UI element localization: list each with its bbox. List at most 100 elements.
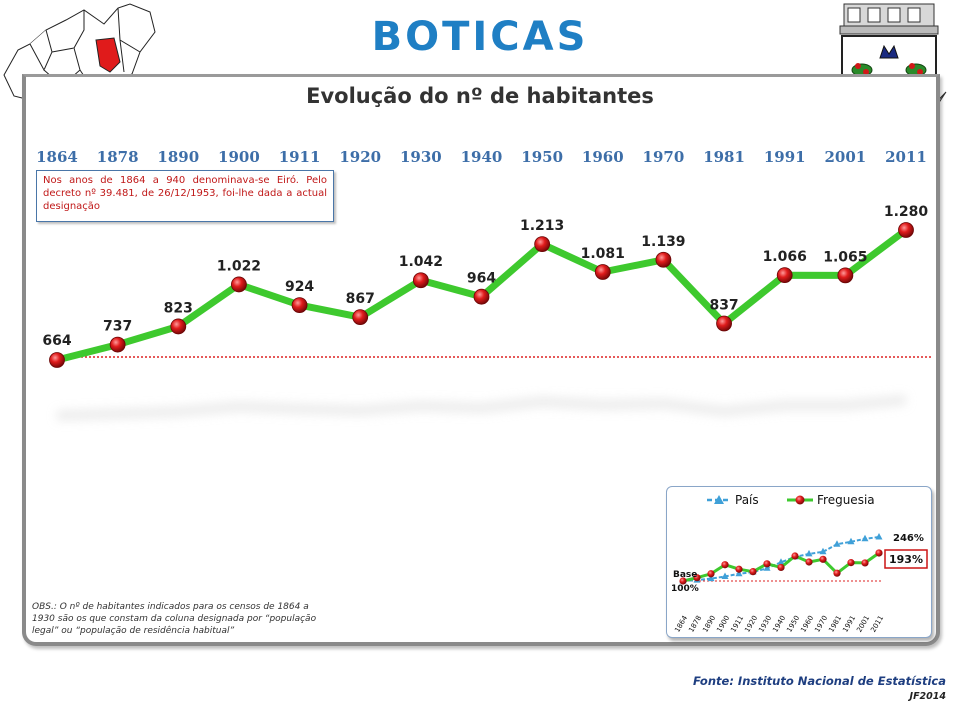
data-point-1940 [473,288,490,305]
inset-freguesia-end-box [884,549,928,569]
data-point-1911 [291,297,308,314]
inset-freguesia-point-1930 [763,560,771,568]
data-label-1960: 1.081 [581,246,625,262]
inset-xtick-1864: 1864 [673,614,689,634]
inset-xtick-1970: 1970 [813,614,829,633]
inset-freguesia-point-1960 [805,558,813,566]
year-label-1911: 1911 [278,148,321,166]
inset-xtick-1920: 1920 [743,614,759,633]
data-label-1950: 1.213 [520,218,564,234]
inset-annotations: Base 100% 246% 193% [671,533,928,594]
year-label-1981: 1981 [703,148,745,166]
inset-xtick-1960: 1960 [799,614,815,633]
inset-freguesia-point-2001 [861,559,869,567]
inset-chart: País Freguesia Base 100% 246% 193% 18641878… [671,493,928,634]
data-label-2001: 1.065 [823,249,867,265]
observation-note: OBS.: O nº de habitantes indicados para … [32,602,317,636]
chart-subtitle: Evolução do nº de habitantes [306,84,654,108]
data-label-1900: 1.022 [217,258,261,274]
data-label-1920: 867 [346,291,375,307]
inset-xtick-1900: 1900 [715,614,731,633]
inset-base-label: Base [673,570,697,580]
inset-base-value: 100% [671,584,699,594]
data-point-1950 [534,236,551,253]
data-point-1878 [109,336,126,353]
inset-xtick-1930: 1930 [757,614,773,633]
inset-pais-end-label: 246% [893,533,924,544]
inset-pais-point-1981 [833,540,841,547]
inset-xtick-1981: 1981 [827,614,843,633]
inset-pais-point-1911 [735,569,743,577]
inset-pais-point-1970 [819,547,827,555]
year-header: 1864 1878 1890 1900 1911 1920 1930 1940 1950 1960… [0,148,960,170]
data-point-2001 [837,267,854,284]
inset-xtick-1890: 1890 [701,614,717,633]
series-reflection [56,395,907,421]
legend-freguesia-marker [795,495,805,505]
data-label-1970: 1.139 [641,234,685,250]
year-label-1940: 1940 [460,148,503,166]
year-label-1890: 1890 [157,148,200,166]
marker-layer [49,222,914,368]
data-point-1970 [655,251,672,268]
data-label-1878: 737 [103,319,132,335]
inset-pais-point-1940 [777,558,785,565]
data-label-1890: 823 [164,300,193,316]
year-label-2001: 2001 [824,148,867,166]
inset-freguesia-point-1920 [749,568,757,576]
inset-pais-point-1991 [847,537,855,545]
inset-legend: País Freguesia [707,493,875,507]
value-label-layer: 664 737 823 1.022 924 867 1.042 964 1.213 1.081 1.… [42,204,928,349]
inset-freguesia-point-1991 [847,559,855,567]
inset-freguesia-end-label: 193% [889,553,923,566]
inset-xtick-2011: 2011 [869,614,885,633]
year-label-1920: 1920 [339,148,382,166]
inset-x-ticks: 1864187818901900191119201930194019501960… [673,614,885,634]
inset-freguesia-point-1940 [777,563,785,572]
year-label-1878: 1878 [96,148,139,166]
data-point-1900 [231,276,247,293]
data-point-1991 [776,267,793,284]
data-point-1981 [716,315,732,332]
year-label-1950: 1950 [521,148,564,166]
inset-pais-point-2011 [875,533,883,540]
data-point-1960 [594,264,611,280]
data-label-1864: 664 [42,333,71,349]
inset-freguesia-point-1890 [707,570,715,578]
name-note: Nos anos de 1864 a 940 denominava-se Eir… [36,170,334,222]
data-point-2011 [898,222,914,238]
inset-xtick-1878: 1878 [687,614,703,633]
inset-pais-point-1890 [707,574,715,582]
inset-series-layer [679,533,883,585]
data-label-1940: 964 [467,271,496,287]
inset-pais-point-1900 [721,572,729,579]
data-label-1930: 1.042 [399,254,443,270]
year-label-1900: 1900 [218,148,260,166]
data-point-1890 [170,318,187,335]
line-reflection [56,395,907,421]
year-label-2011: 2011 [885,148,927,166]
year-label-1960: 1960 [581,148,624,166]
inset-xtick-1911: 1911 [729,614,745,633]
year-label-1864: 1864 [36,148,78,166]
legend-freguesia-label: Freguesia [817,493,875,507]
year-label-1930: 1930 [399,148,442,166]
page-title: BOTICAS [371,14,589,60]
inset-xtick-1950: 1950 [785,614,801,633]
data-label-1991: 1.066 [763,249,807,265]
inset-freguesia-point-1981 [833,569,841,577]
inset-freguesia-point-1864 [679,577,687,585]
year-label-1970: 1970 [642,148,685,166]
inset-freguesia-point-1950 [791,552,799,560]
population-chart: 664 737 823 1.022 924 867 1.042 964 1.213 1.081 1.… [42,204,932,421]
year-label-1991: 1991 [763,148,806,166]
inset-pais-point-2001 [861,534,869,542]
data-point-1864 [49,352,65,368]
source-credit: Fonte: Instituto Nacional de Estatística [692,674,946,688]
inset-freguesia-point-1970 [819,555,827,563]
inset-xtick-2001: 2001 [855,614,871,633]
data-label-1911: 924 [285,279,314,295]
inset-freguesia-point-1911 [735,565,743,573]
inset-pais-line [682,536,880,582]
inset-pais-point-1930 [763,564,771,571]
